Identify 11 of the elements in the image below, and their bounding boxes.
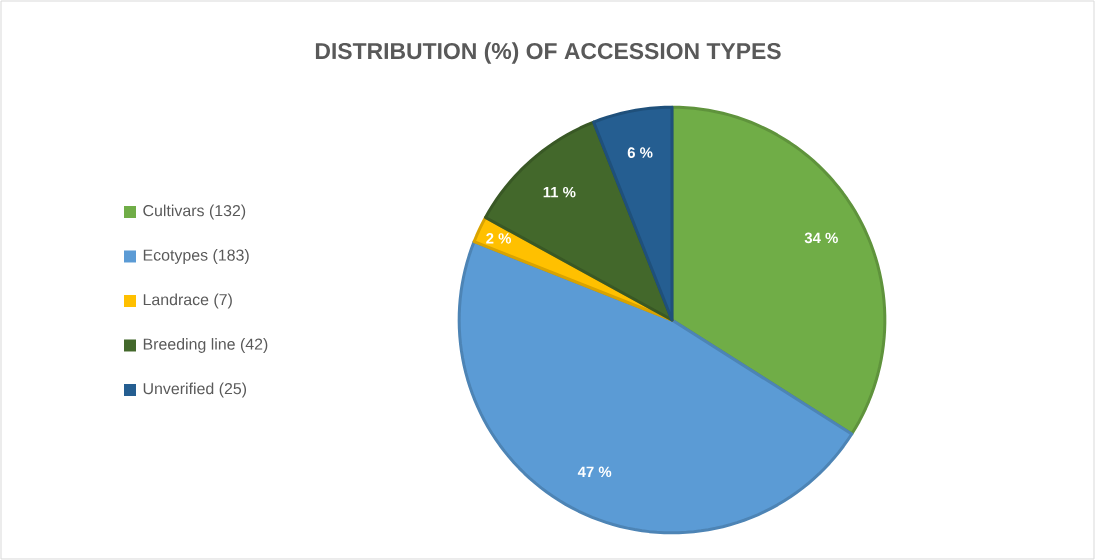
legend-label: Cultivars (132)	[143, 204, 246, 220]
data-label: 11 %	[543, 186, 576, 198]
legend-label: Unverified (25)	[143, 382, 247, 398]
data-label: 47 %	[577, 466, 612, 478]
data-label: 34 %	[804, 232, 838, 244]
data-label: 6 %	[627, 147, 653, 158]
legend-label: Ecotypes (183)	[143, 249, 249, 264]
data-label: 2 %	[486, 233, 512, 244]
chart-title: DISTRIBUTION (%) OF ACCESSION TYPES	[315, 42, 781, 64]
legend-label: Landrace (7)	[143, 293, 232, 309]
legend-label: Breeding line (42)	[143, 338, 268, 353]
